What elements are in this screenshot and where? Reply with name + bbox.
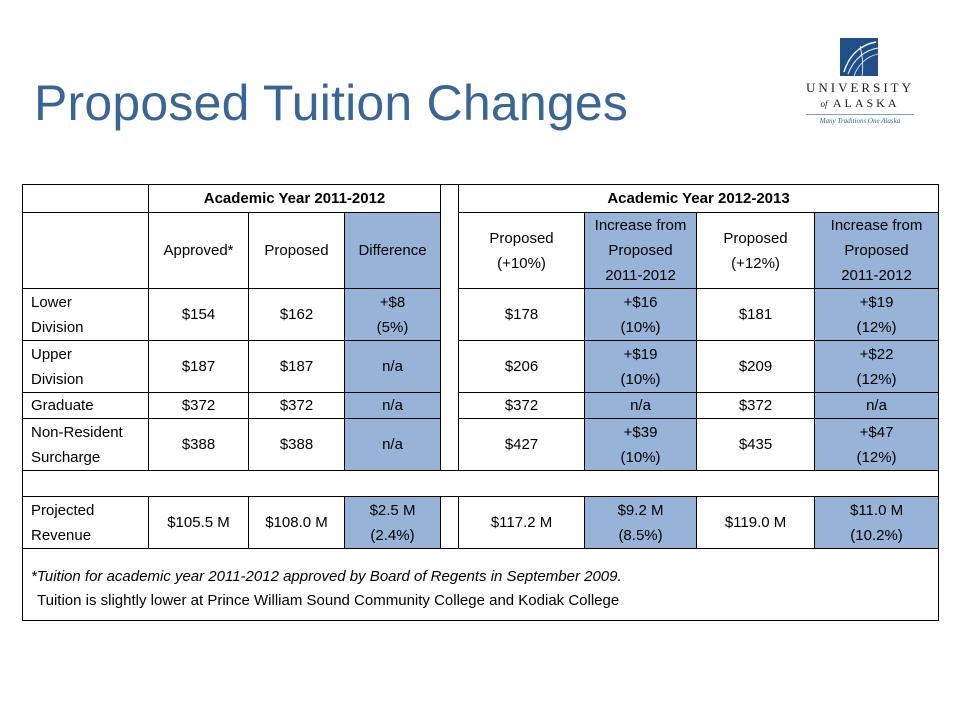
col-proposed-12: Proposed (+12%) [696, 212, 816, 289]
row-label: Graduate [22, 392, 149, 419]
cell-proposed: $388 [248, 418, 345, 471]
logo-rule [806, 114, 914, 115]
logo-word-of: of [820, 99, 828, 109]
cell-approved: $154 [148, 288, 249, 341]
year1-header: Academic Year 2011-2012 [147, 184, 442, 213]
logo-tagline: Many Traditions One Alaska [819, 117, 901, 125]
cell-proposed: $108.0 M [248, 496, 345, 549]
cell-increase-12: +$19 (12%) [814, 288, 940, 341]
cell-difference: n/a [343, 392, 442, 419]
table-row: Graduate $372 $372 n/a $372 n/a $372 n/a [22, 392, 940, 419]
cell-increase-10: $9.2 M (8.5%) [584, 496, 698, 549]
gap-cell [440, 496, 460, 549]
revenue-row: Projected Revenue $105.5 M $108.0 M $2.5 … [22, 496, 940, 549]
year2-header: Academic Year 2012-2013 [458, 184, 940, 213]
cell-proposed: $162 [248, 288, 345, 341]
table-row: Upper Division $187 $187 n/a $206 +$19 (10… [22, 340, 940, 393]
cell-difference: n/a [343, 340, 442, 393]
cell-approved: $105.5 M [148, 496, 249, 549]
col-increase-12: Increase from Proposed 2011-2012 [814, 212, 940, 289]
group-header-row: Academic Year 2011-2012 Academic Year 20… [22, 184, 940, 471]
cell-proposed-12: $181 [696, 288, 816, 341]
col-proposed-10: Proposed (+10%) [458, 212, 586, 289]
footnote-approval: *Tuition for academic year 2011-2012 app… [31, 567, 622, 585]
row-label: Projected Revenue [22, 496, 149, 549]
cell-approved: $187 [148, 340, 249, 393]
spacer-row [21, 470, 940, 497]
footnote-row: *Tuition for academic year 2011-2012 app… [21, 548, 940, 621]
cell-proposed: $372 [248, 392, 345, 419]
row-label: Non-Resident Surcharge [22, 418, 149, 471]
cell-increase-10: +$19 (10%) [584, 340, 698, 393]
corner-cell [22, 184, 149, 213]
slide-title: Proposed Tuition Changes [34, 75, 629, 131]
logo-word-alaska-text: ALASKA [832, 96, 900, 110]
cell-approved: $388 [148, 418, 249, 471]
cell-proposed-10: $117.2 M [458, 496, 586, 549]
cell-proposed-10: $206 [458, 340, 586, 393]
cell-increase-12: +$47 (12%) [814, 418, 940, 471]
cell-proposed-12: $435 [696, 418, 816, 471]
logo-mark-icon [840, 38, 878, 76]
row-label: Lower Division [22, 288, 149, 341]
col-approved: Approved* [148, 212, 249, 289]
university-logo: UNIVERSITY of ALASKA Many Traditions One… [800, 38, 920, 128]
cell-proposed: $187 [248, 340, 345, 393]
col-proposed: Proposed [248, 212, 345, 289]
cell-difference: +$8 (5%) [343, 288, 442, 341]
cell-increase-12: +$22 (12%) [814, 340, 940, 393]
cell-proposed-10: $178 [458, 288, 586, 341]
footnote-cell: *Tuition for academic year 2011-2012 app… [21, 548, 940, 621]
spacer-cell [21, 470, 940, 497]
logo-word-alaska: of ALASKA [800, 96, 920, 111]
cell-difference: n/a [343, 418, 442, 471]
cell-difference: $2.5 M (2.4%) [343, 496, 442, 549]
cell-proposed-10: $427 [458, 418, 586, 471]
tuition-table: Academic Year 2011-2012 Academic Year 20… [21, 184, 940, 621]
cell-proposed-12: $209 [696, 340, 816, 393]
cell-increase-10: +$16 (10%) [584, 288, 698, 341]
footnote-lower-tuition: Tuition is slightly lower at Prince Will… [37, 591, 620, 609]
logo-word-university: UNIVERSITY [806, 80, 914, 95]
cell-increase-12: $11.0 M (10.2%) [814, 496, 940, 549]
cell-proposed-10: $372 [458, 392, 586, 419]
table-row: Non-Resident Surcharge $388 $388 n/a $427… [22, 418, 940, 471]
column-header-row: Approved* Proposed Difference Proposed (+… [22, 212, 940, 289]
cell-increase-10: +$39 (10%) [584, 418, 698, 471]
col-increase-10: Increase from Proposed 2011-2012 [584, 212, 698, 289]
cell-proposed-12: $372 [696, 392, 816, 419]
cell-approved: $372 [148, 392, 249, 419]
cell-increase-12: n/a [814, 392, 940, 419]
cell-proposed-12: $119.0 M [696, 496, 816, 549]
row-label: Upper Division [22, 340, 149, 393]
label-header-cell [22, 212, 149, 289]
table-row: Lower Division $154 $162 +$8 (5%) $178 +$1… [22, 288, 940, 341]
col-difference: Difference [343, 212, 442, 289]
gap-column [440, 184, 460, 471]
cell-increase-10: n/a [584, 392, 698, 419]
